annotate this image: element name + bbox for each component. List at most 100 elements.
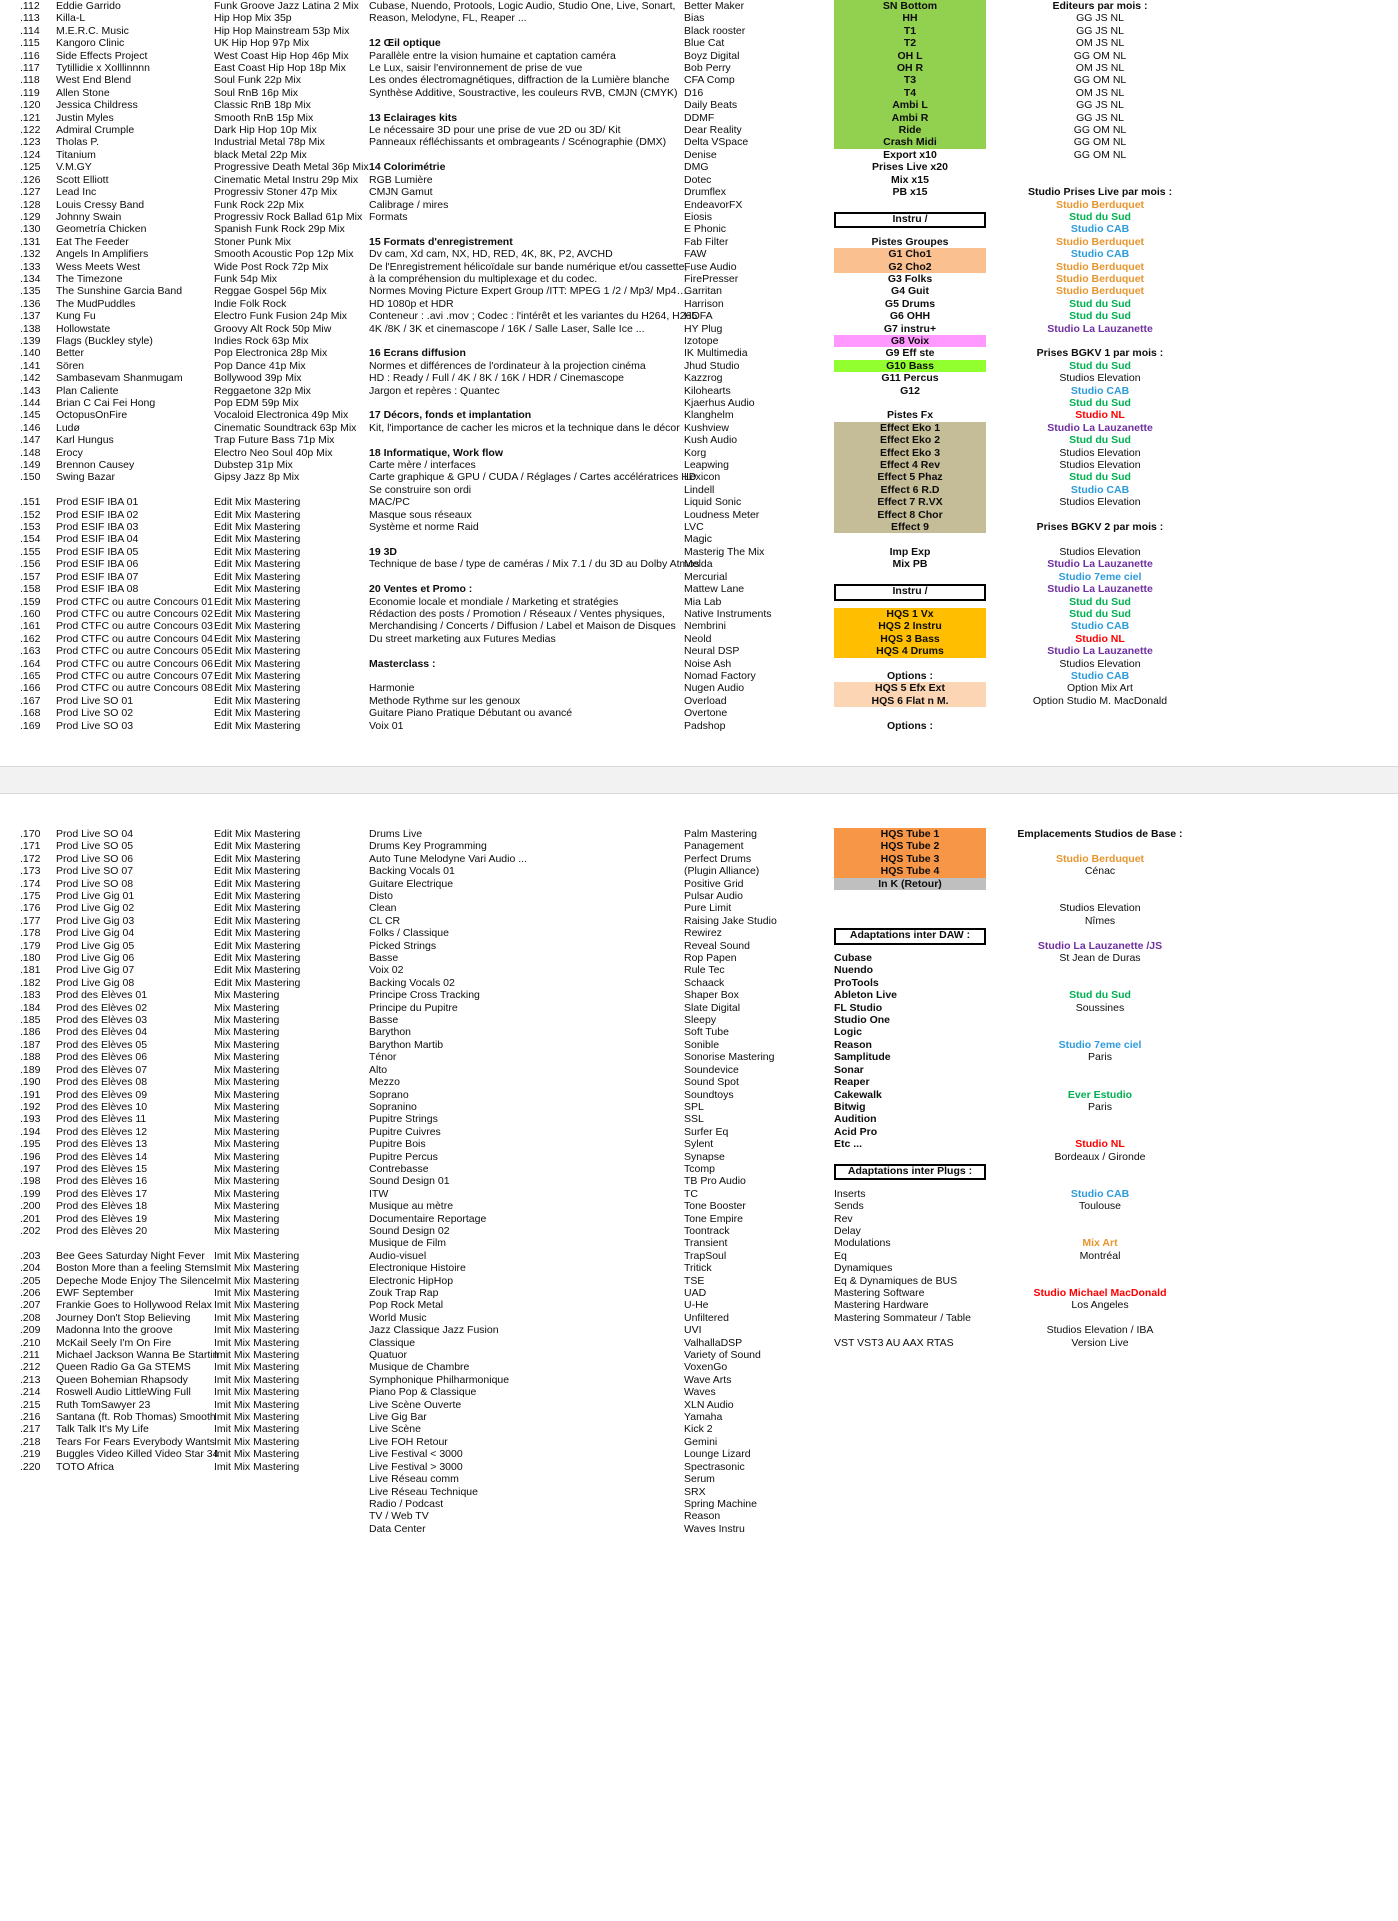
style-label: Imit Mix Mastering bbox=[214, 1299, 300, 1312]
artist-name: Bee Gees Saturday Night Fever bbox=[56, 1249, 205, 1262]
plugin-name: Better Maker bbox=[684, 0, 745, 12]
studio-name: Toulouse bbox=[1078, 1200, 1122, 1213]
artist-name: Roswell Audio LittleWing Full bbox=[56, 1386, 191, 1399]
plugin-name: TSE bbox=[684, 1274, 705, 1287]
track-row: Pistes Groupes bbox=[871, 235, 949, 248]
row-number: .146 bbox=[20, 421, 41, 434]
style-label: Mix Mastering bbox=[214, 1212, 280, 1225]
plugin-name: Kick 2 bbox=[684, 1423, 713, 1436]
plugin-name: Palm Mastering bbox=[684, 827, 757, 840]
curriculum-line: Ténor bbox=[369, 1051, 397, 1064]
row-number: .124 bbox=[20, 148, 41, 161]
artist-name: Prod CTFC ou autre Concours 07 bbox=[56, 669, 213, 682]
artist-name: Prod Live Gig 06 bbox=[56, 952, 135, 965]
artist-name: TOTO Africa bbox=[56, 1460, 114, 1473]
artist-name: Prod CTFC ou autre Concours 08 bbox=[56, 682, 213, 695]
style-label: Imit Mix Mastering bbox=[214, 1311, 300, 1324]
artist-name: Justin Myles bbox=[56, 111, 114, 124]
style-label: Edit Mix Mastering bbox=[214, 707, 301, 720]
row-number: .207 bbox=[20, 1299, 41, 1312]
track-row: Options : bbox=[886, 719, 934, 732]
plugin-name: (Plugin Alliance) bbox=[684, 865, 760, 878]
row-number: .178 bbox=[20, 927, 41, 940]
row-number: .136 bbox=[20, 297, 41, 310]
artist-name bbox=[56, 1498, 214, 1510]
plugin-name: Rule Tec bbox=[684, 964, 725, 977]
curriculum-heading: 13 Eclairages kits bbox=[369, 111, 458, 124]
style-label: black Metal 22p Mix bbox=[214, 148, 307, 161]
curriculum-line bbox=[369, 670, 684, 682]
artist-name: Tytillidie x Xolllinnnn bbox=[56, 62, 150, 75]
track-row-highlighted: SN Bottom bbox=[834, 0, 986, 13]
style-label: Edit Mix Mastering bbox=[214, 877, 301, 890]
row-number: .142 bbox=[20, 372, 41, 385]
row-number: .177 bbox=[20, 914, 41, 927]
plug-category: Modulations bbox=[834, 1237, 891, 1250]
curriculum-line: Technique de base / type de caméras / Mi… bbox=[369, 558, 700, 571]
style-label: Mix Mastering bbox=[214, 1224, 280, 1237]
plug-category: Eq bbox=[834, 1249, 847, 1262]
studio-name: Studio La Lauzanette bbox=[1047, 583, 1153, 596]
plugin-name: Garritan bbox=[684, 285, 722, 298]
style-label bbox=[214, 1486, 369, 1498]
plugin-name: Tcomp bbox=[684, 1162, 715, 1175]
section-box-label: Instru / bbox=[834, 584, 986, 601]
plugin-name: TC bbox=[684, 1187, 698, 1200]
artist-name: Karl Hungus bbox=[56, 434, 114, 447]
style-label: Imit Mix Mastering bbox=[214, 1373, 300, 1386]
curriculum-line: Système et norme Raid bbox=[369, 521, 479, 534]
studio-name bbox=[986, 1213, 1214, 1225]
studio-name: Studios Elevation bbox=[1059, 372, 1141, 385]
curriculum-line: Parallèle entre la vision humaine et cap… bbox=[369, 49, 616, 62]
plugin-name: Izotope bbox=[684, 334, 719, 347]
curriculum-heading: Masterclass : bbox=[369, 657, 436, 670]
artist-name: Tears For Fears Everybody Wants bbox=[56, 1435, 215, 1448]
studio-name: GG OM NL bbox=[1073, 124, 1127, 137]
row-number: .215 bbox=[20, 1398, 41, 1411]
curriculum-line: Sopranino bbox=[369, 1100, 417, 1113]
row-number: .131 bbox=[20, 235, 41, 248]
curriculum-line: Alto bbox=[369, 1063, 388, 1076]
column-curriculum-top: Cubase, Nuendo, Protools, Logic Audio, S… bbox=[369, 0, 700, 732]
track-row bbox=[834, 707, 986, 719]
curriculum-line: Calibrage / mires bbox=[369, 198, 449, 211]
style-label: Progressiv Rock Ballad 61p Mix bbox=[214, 210, 363, 223]
artist-name: Prod des Elèves 04 bbox=[56, 1026, 148, 1039]
style-label: Mix Mastering bbox=[214, 1038, 280, 1051]
plugin-name: TrapSoul bbox=[684, 1249, 727, 1262]
artist-name: Prod CTFC ou autre Concours 05 bbox=[56, 645, 213, 658]
artist-name: Prod des Elèves 14 bbox=[56, 1150, 148, 1163]
artist-name: Prod des Elèves 05 bbox=[56, 1038, 148, 1051]
plugin-name: LVC bbox=[684, 521, 704, 534]
curriculum-line: Sound Design 01 bbox=[369, 1175, 450, 1188]
plugin-name: Neold bbox=[684, 632, 712, 645]
track-row bbox=[834, 915, 986, 927]
plugin-name: Sonorise Mastering bbox=[684, 1051, 775, 1064]
row-number: .216 bbox=[20, 1411, 41, 1424]
artist-name: Prod des Elèves 19 bbox=[56, 1212, 148, 1225]
plugin-name: Harrison bbox=[684, 297, 724, 310]
column-studios-bottom: Emplacements Studios de Base : Studio Be… bbox=[986, 828, 1214, 1560]
style-label: Mix Mastering bbox=[214, 1001, 280, 1014]
artist-name: Prod ESIF IBA 08 bbox=[56, 583, 139, 596]
style-label: Edit Mix Mastering bbox=[214, 914, 301, 927]
row-number: .126 bbox=[20, 173, 41, 186]
studio-name: Stud du Sud bbox=[1069, 210, 1131, 223]
plugin-name: CFA Comp bbox=[684, 74, 735, 87]
plugin-name: DMG bbox=[684, 161, 709, 174]
daw-name: Logic bbox=[834, 1026, 862, 1039]
artist-name: Sören bbox=[56, 359, 85, 372]
curriculum-line: Radio / Podcast bbox=[369, 1497, 444, 1510]
row-number: .133 bbox=[20, 260, 41, 273]
row-number: .220 bbox=[20, 1460, 41, 1473]
row-number: .113 bbox=[20, 12, 40, 25]
plugin-name: Eiosis bbox=[684, 210, 713, 223]
studio-section-title: Prises BGKV 2 par mois : bbox=[1036, 521, 1164, 534]
plugin-name: Kilohearts bbox=[684, 384, 731, 397]
daw-name: Ableton Live bbox=[834, 989, 898, 1002]
studio-name: GG JS NL bbox=[1076, 24, 1124, 37]
curriculum-line: Conteneur : .avi .mov ; Codec : l'intérê… bbox=[369, 310, 698, 323]
studio-name: GG OM NL bbox=[1073, 74, 1127, 87]
row-number: .148 bbox=[20, 446, 41, 459]
row-number: .157 bbox=[20, 570, 41, 583]
